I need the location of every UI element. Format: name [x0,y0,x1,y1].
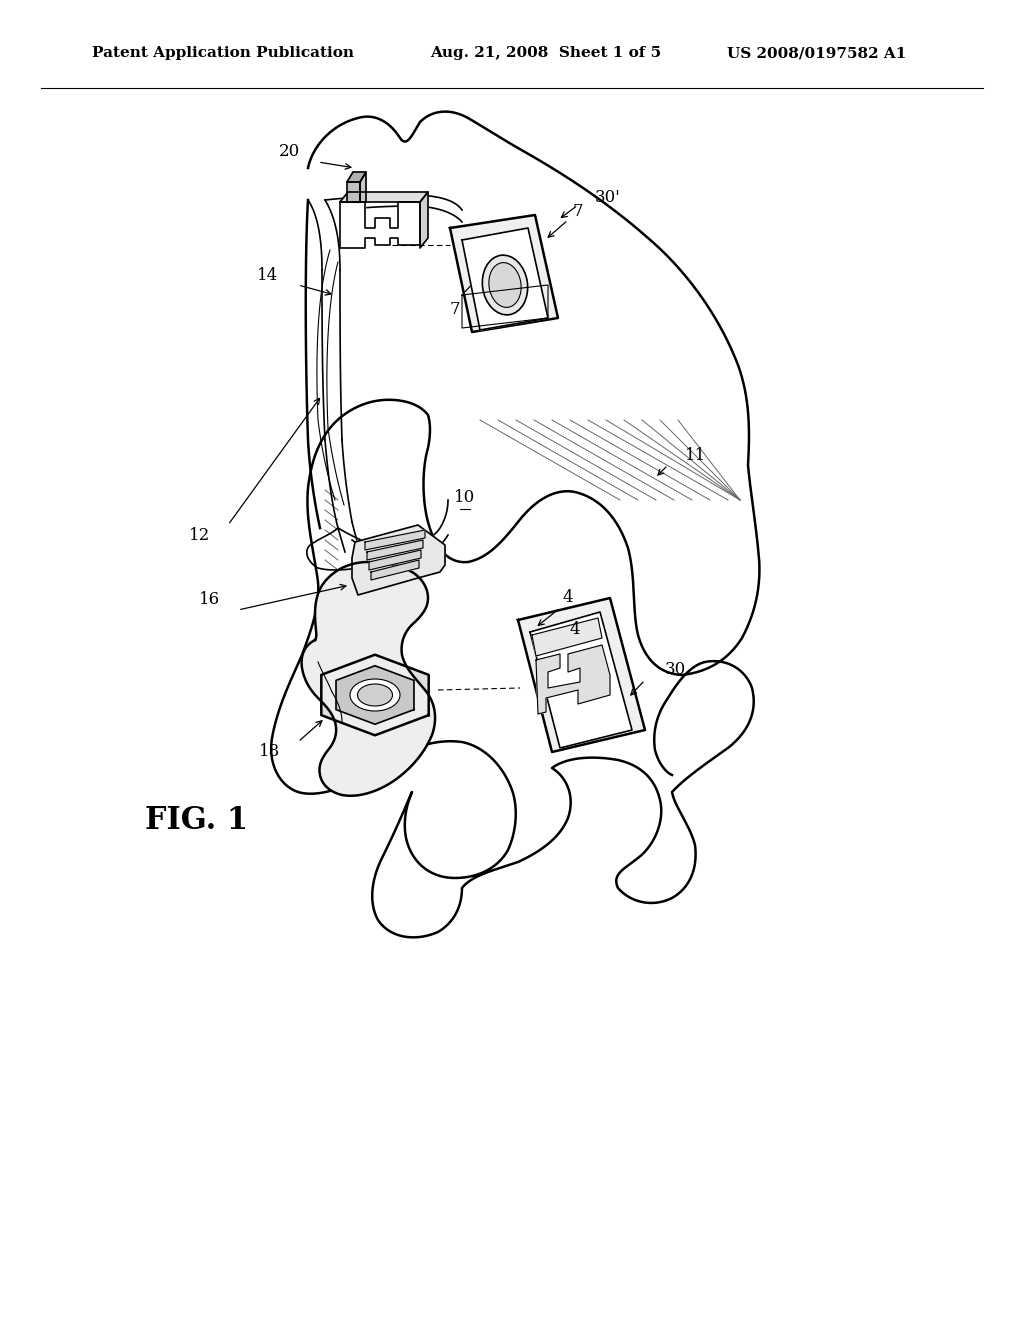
Polygon shape [301,562,435,796]
Polygon shape [322,655,429,735]
Text: 14: 14 [257,267,278,284]
Text: US 2008/0197582 A1: US 2008/0197582 A1 [727,46,906,61]
Ellipse shape [482,255,527,315]
Text: Aug. 21, 2008  Sheet 1 of 5: Aug. 21, 2008 Sheet 1 of 5 [430,46,662,61]
Text: 30': 30' [595,190,621,206]
Polygon shape [347,172,366,182]
Ellipse shape [350,678,400,711]
Text: 30: 30 [665,661,686,678]
Polygon shape [367,540,423,560]
Polygon shape [530,612,632,748]
Polygon shape [360,172,366,202]
Polygon shape [271,112,760,937]
Polygon shape [532,618,602,656]
Text: 10: 10 [455,490,475,507]
Polygon shape [420,191,428,248]
Text: 7: 7 [450,301,461,318]
Text: 12: 12 [188,527,210,544]
Polygon shape [371,560,419,579]
Polygon shape [340,202,420,248]
Polygon shape [336,665,414,725]
Ellipse shape [357,684,392,706]
Text: 4: 4 [562,590,573,606]
Polygon shape [347,182,360,202]
Text: 20: 20 [279,144,300,161]
Polygon shape [518,598,645,752]
Polygon shape [369,550,421,570]
Polygon shape [450,215,558,333]
Polygon shape [365,531,425,550]
Text: FIG. 1: FIG. 1 [145,805,248,836]
Text: 18: 18 [259,743,280,760]
Text: 16: 16 [199,591,220,609]
Text: Patent Application Publication: Patent Application Publication [92,46,354,61]
Polygon shape [536,645,610,714]
Polygon shape [340,191,428,202]
Text: 4: 4 [569,622,581,639]
Text: 7: 7 [572,203,584,220]
Polygon shape [462,228,548,330]
Polygon shape [352,525,445,595]
Ellipse shape [488,263,521,308]
Text: 11: 11 [685,446,707,463]
